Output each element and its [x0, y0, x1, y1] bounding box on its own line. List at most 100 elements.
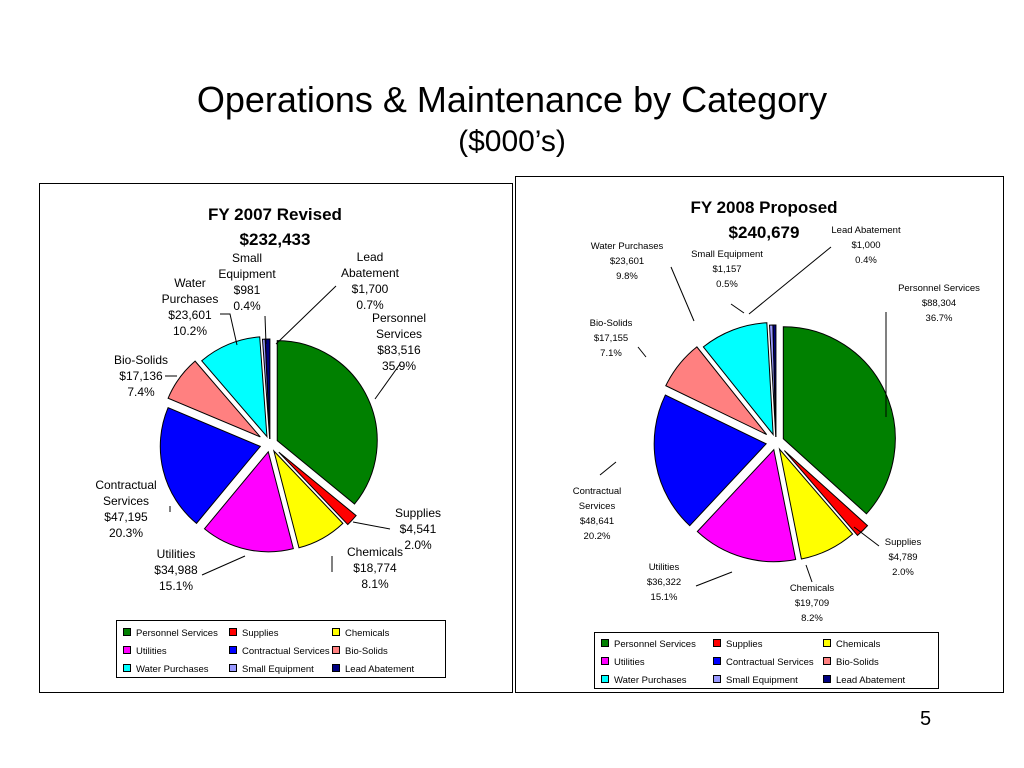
legend-label: Small Equipment — [726, 675, 798, 686]
legend-swatch — [123, 628, 131, 637]
chart-legend: Personnel Services Supplies Chemicals Utili… — [594, 632, 939, 689]
pie-slice-personnel-services — [276, 340, 378, 505]
legend-item-supplies: Supplies — [713, 638, 762, 652]
legend-label: Bio-Solids — [345, 646, 388, 657]
legend-item-utilities: Utilities — [123, 645, 167, 659]
legend-swatch — [123, 664, 131, 673]
legend-label: Water Purchases — [614, 675, 687, 686]
slide-subtitle: ($000’s) — [458, 125, 566, 158]
slice-label-water-purchases: Water Purchases $23,601 10.2% — [162, 276, 219, 338]
legend-item-bio-solids: Bio-Solids — [332, 645, 388, 659]
slice-label-utilities: Utilities $36,322 15.1% — [647, 562, 681, 603]
pie-slice-supplies — [784, 450, 869, 537]
legend-label: Utilities — [136, 646, 167, 657]
legend-swatch — [823, 657, 831, 666]
pie-slice-bio-solids — [167, 360, 261, 438]
leader-line-utilities — [695, 571, 733, 587]
legend-label: Supplies — [726, 639, 763, 650]
pie-slice-water-purchases — [702, 322, 774, 437]
chart-total: $240,679 — [729, 223, 800, 242]
leader-line-chemicals — [805, 564, 813, 583]
legend-swatch — [601, 639, 609, 648]
legend-label: Utilities — [614, 657, 645, 668]
legend-swatch — [332, 646, 340, 655]
legend-label: Personnel Services — [136, 628, 218, 639]
legend-swatch — [229, 628, 237, 637]
legend-swatch — [332, 664, 340, 673]
leader-line-bio-solids — [637, 346, 647, 358]
legend-swatch — [601, 675, 609, 684]
legend-item-small-equipment: Small Equipment — [713, 674, 798, 688]
legend-swatch — [332, 628, 340, 637]
legend-label: Water Purchases — [136, 664, 209, 675]
pie-slice-water-purchases — [201, 336, 268, 439]
fy2008-pie-chart: FY 2008 Proposed $240,679 Personnel Servic… — [515, 176, 1004, 693]
slice-label-supplies: Supplies $4,789 2.0% — [885, 537, 922, 578]
pie-slice-supplies — [278, 451, 357, 526]
legend-swatch — [601, 657, 609, 666]
legend-item-small-equipment: Small Equipment — [229, 663, 314, 677]
legend-item-chemicals: Chemicals — [332, 627, 389, 641]
slice-label-lead-abatement: Lead Abatement $1,000 0.4% — [831, 225, 901, 266]
legend-swatch — [823, 675, 831, 684]
slice-label-supplies: Supplies $4,541 2.0% — [395, 506, 441, 552]
pie-slice-contractual-services — [653, 394, 767, 527]
slice-label-bio-solids: Bio-Solids $17,155 7.1% — [590, 318, 633, 359]
leader-line-small-equipment — [730, 303, 745, 314]
legend-item-bio-solids: Bio-Solids — [823, 656, 879, 670]
slice-label-contractual-services: Contractual Services $48,641 20.2% — [573, 486, 622, 542]
legend-swatch — [823, 639, 831, 648]
legend-label: Chemicals — [345, 628, 390, 639]
legend-label: Supplies — [242, 628, 279, 639]
leader-line-lead-abatement — [748, 246, 832, 315]
legend-label: Lead Abatement — [345, 664, 415, 675]
legend-item-lead-abatement: Lead Abatement — [332, 663, 414, 677]
legend-item-lead-abatement: Lead Abatement — [823, 674, 905, 688]
leader-line-utilities — [201, 555, 246, 576]
slide-title: Operations & Maintenance by Category — [196, 79, 828, 120]
legend-swatch — [229, 664, 237, 673]
pie-svg: FY 2008 Proposed $240,679 Personnel Servic… — [573, 198, 980, 624]
slice-label-lead-abatement: Lead Abatement $1,700 0.7% — [341, 250, 400, 312]
pie-slice-utilities — [203, 450, 294, 553]
leader-line-personnel-services — [374, 363, 401, 400]
pie-svg: FY 2007 Revised $232,433 Personnel Services… — [95, 205, 441, 593]
leader-line-contractual-services — [599, 461, 617, 476]
legend-swatch — [713, 639, 721, 648]
pie-slice-bio-solids — [665, 346, 768, 435]
chart-title: FY 2007 Revised — [208, 205, 342, 224]
legend-item-contractual-services: Contractual Services — [713, 656, 814, 670]
legend-swatch — [713, 675, 721, 684]
pie-slice-utilities — [696, 448, 797, 563]
slice-label-chemicals: Chemicals $19,709 8.2% — [790, 583, 835, 624]
chart-title: FY 2008 Proposed — [690, 198, 837, 217]
legend-item-water-purchases: Water Purchases — [123, 663, 209, 677]
legend-label: Contractual Services — [726, 657, 814, 668]
pie-slice-lead-abatement — [772, 324, 777, 438]
leader-line-water-purchases — [670, 266, 695, 322]
legend-item-personnel-services: Personnel Services — [123, 627, 218, 641]
page-number: 5 — [920, 708, 932, 730]
leader-line-lead-abatement — [275, 285, 337, 345]
slice-label-small-equipment: Small Equipment $981 0.4% — [218, 251, 276, 313]
pie-slice-lead-abatement — [264, 338, 271, 440]
legend-label: Chemicals — [836, 639, 881, 650]
legend-swatch — [229, 646, 237, 655]
slice-label-small-equipment: Small Equipment $1,157 0.5% — [691, 249, 763, 290]
slice-label-personnel-services: Personnel Services $88,304 36.7% — [898, 283, 980, 324]
legend-label: Bio-Solids — [836, 657, 879, 668]
slice-label-personnel-services: Personnel Services $83,516 35.9% — [372, 311, 426, 373]
slice-label-bio-solids: Bio-Solids $17,136 7.4% — [114, 353, 168, 399]
legend-label: Small Equipment — [242, 664, 314, 675]
legend-item-contractual-services: Contractual Services — [229, 645, 330, 659]
pie-slice-contractual-services — [159, 407, 262, 525]
legend-item-chemicals: Chemicals — [823, 638, 880, 652]
slice-label-contractual-services: Contractual Services $47,195 20.3% — [95, 478, 156, 540]
leader-line-supplies — [352, 521, 391, 530]
slice-label-water-purchases: Water Purchases $23,601 9.8% — [591, 241, 664, 282]
pie-slice-chemicals — [272, 449, 344, 549]
legend-swatch — [123, 646, 131, 655]
chart-total: $232,433 — [240, 230, 311, 249]
leader-line-supplies — [853, 526, 880, 547]
legend-label: Lead Abatement — [836, 675, 906, 686]
